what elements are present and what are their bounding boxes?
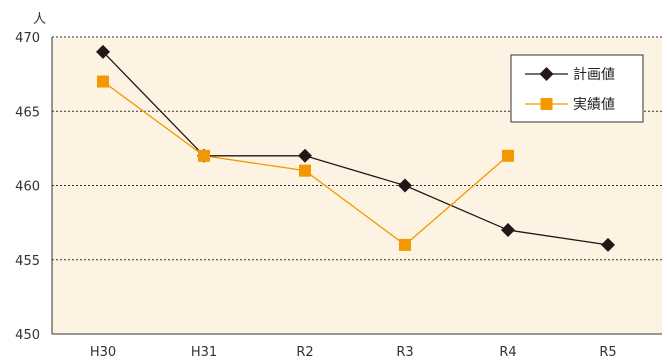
legend-diamond-marker bbox=[539, 67, 554, 81]
data-point-square bbox=[97, 75, 109, 88]
x-tick-label: R2 bbox=[296, 345, 313, 360]
y-axis-unit: 人 bbox=[33, 12, 46, 27]
data-point-square bbox=[198, 149, 210, 162]
data-point-square bbox=[299, 164, 311, 177]
y-tick-label: 470 bbox=[15, 31, 40, 46]
legend-label-plan: 計画値 bbox=[573, 67, 615, 83]
y-tick-label: 450 bbox=[15, 328, 40, 343]
x-tick-label: H30 bbox=[90, 345, 116, 360]
y-tick-label: 460 bbox=[15, 180, 40, 195]
legend-square-marker bbox=[540, 98, 553, 110]
data-point-square bbox=[502, 149, 514, 162]
data-point-diamond bbox=[501, 223, 515, 238]
x-tick-label: R4 bbox=[499, 345, 516, 360]
y-tick-label: 455 bbox=[15, 254, 40, 269]
x-tick-labels: H30 H31 R2 R3 R4 R5 bbox=[90, 345, 617, 360]
series-line bbox=[102, 51, 609, 246]
data-point-diamond bbox=[298, 148, 312, 163]
x-tick-label: R5 bbox=[599, 345, 616, 360]
y-tick-labels: 450 455 460 465 470 bbox=[15, 31, 40, 343]
x-tick-label: H31 bbox=[191, 345, 217, 360]
data-point-diamond bbox=[398, 178, 412, 193]
x-tick-label: R3 bbox=[396, 345, 413, 360]
data-point-diamond bbox=[96, 44, 110, 59]
legend-box bbox=[510, 54, 644, 123]
data-point-diamond bbox=[601, 237, 615, 252]
data-point-square bbox=[399, 238, 411, 251]
series-layer bbox=[96, 44, 615, 252]
y-tick-label: 465 bbox=[15, 105, 40, 120]
legend: 計画値 実績値 bbox=[510, 54, 644, 123]
legend-label-actual: 実績値 bbox=[573, 97, 615, 113]
